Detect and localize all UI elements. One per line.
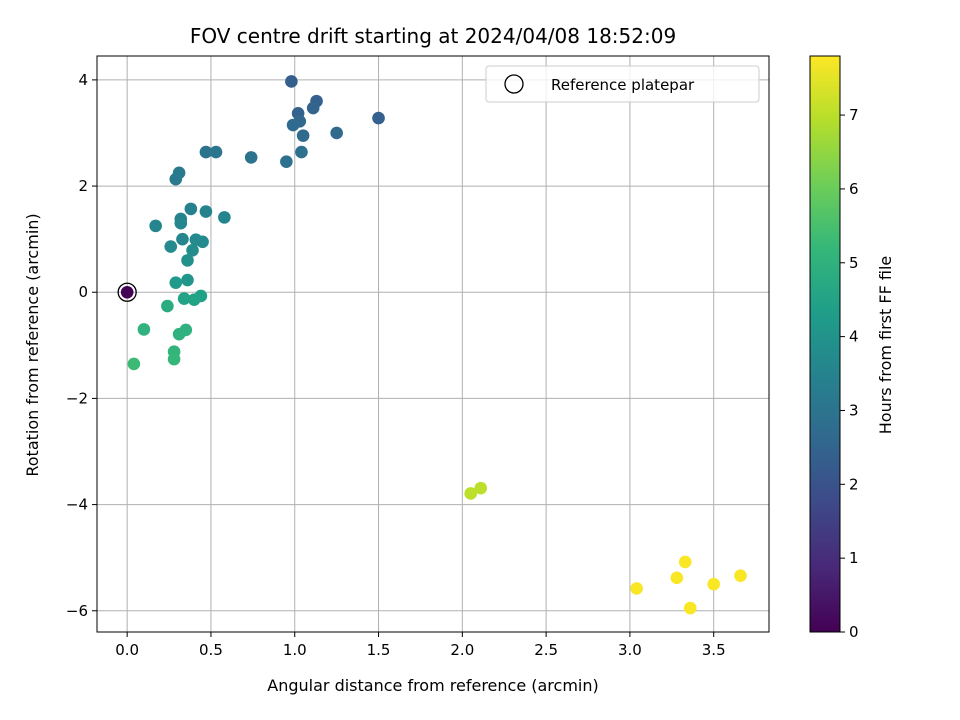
data-point xyxy=(181,273,194,287)
plot-frame xyxy=(96,55,770,633)
data-point xyxy=(464,487,478,500)
y-tick-label: −6 xyxy=(66,602,88,620)
data-point xyxy=(186,244,199,257)
data-point xyxy=(295,145,308,159)
data-point xyxy=(670,571,684,585)
reference-marker xyxy=(117,282,137,302)
legend-open-circle-marker xyxy=(504,74,524,94)
data-point xyxy=(164,240,178,253)
data-point xyxy=(707,577,720,591)
legend-label: Reference platepar xyxy=(551,76,695,94)
y-axis-label: Rotation from reference (arcmin) xyxy=(23,213,42,476)
data-point xyxy=(184,202,198,216)
y-tick-label: −4 xyxy=(66,496,88,514)
x-axis-ticks: 0.0 0.5 1.0 1.5 2.0 2.5 3.0 3.5 xyxy=(115,632,726,659)
colorbar-frame xyxy=(809,55,841,633)
colorbar-tick-label: 2 xyxy=(849,475,859,493)
data-point xyxy=(218,211,231,224)
data-point xyxy=(474,481,488,495)
data-point xyxy=(199,145,213,159)
colorbar-tick-label: 4 xyxy=(849,328,859,346)
data-point xyxy=(296,129,310,142)
data-point xyxy=(169,172,183,186)
x-tick-label: 0.0 xyxy=(115,641,139,659)
data-point xyxy=(683,601,697,615)
x-gridlines xyxy=(126,56,715,632)
data-point xyxy=(187,293,201,306)
data-point xyxy=(209,145,223,159)
colorbar-gradient xyxy=(810,56,840,632)
data-point xyxy=(149,219,162,233)
chart-title: FOV centre drift starting at 2024/04/08 … xyxy=(190,24,676,48)
x-tick-label: 2.5 xyxy=(534,641,558,659)
y-axis-ticks: −6 −4 −2 0 2 4 xyxy=(66,71,97,620)
data-point xyxy=(244,151,258,164)
data-point xyxy=(176,232,189,246)
x-tick-label: 1.0 xyxy=(283,641,307,659)
data-point xyxy=(174,216,188,230)
data-point xyxy=(372,111,385,125)
data-point xyxy=(196,235,209,249)
x-tick-label: 3.5 xyxy=(702,641,726,659)
y-tick-label: 2 xyxy=(78,177,88,195)
colorbar-tick-label: 0 xyxy=(849,623,859,641)
legend: Reference platepar xyxy=(485,65,760,103)
data-point xyxy=(127,357,141,371)
x-tick-label: 0.5 xyxy=(199,641,223,659)
data-point xyxy=(285,75,298,88)
x-tick-label: 1.5 xyxy=(367,641,391,659)
x-tick-label: 2.0 xyxy=(450,641,474,659)
y-tick-label: 0 xyxy=(78,283,88,301)
data-point xyxy=(280,155,293,168)
colorbar-tick-label: 3 xyxy=(849,401,859,419)
x-tick-label: 3.0 xyxy=(618,641,642,659)
data-point xyxy=(678,555,692,569)
colorbar-tick-label: 5 xyxy=(849,254,859,272)
data-point xyxy=(199,205,213,218)
colorbar-ticks: 0 1 2 3 4 5 6 7 xyxy=(840,106,859,641)
data-point xyxy=(177,292,191,305)
reference-platepar-marker xyxy=(117,282,137,302)
y-gridlines xyxy=(97,79,769,612)
data-point xyxy=(172,327,186,341)
data-point xyxy=(169,276,183,289)
colorbar-tick-label: 7 xyxy=(849,106,859,124)
data-point xyxy=(181,254,194,267)
data-point xyxy=(120,285,134,299)
colorbar-tick-label: 1 xyxy=(849,549,859,567)
data-point xyxy=(137,323,151,336)
y-tick-label: 4 xyxy=(78,71,88,89)
data-point xyxy=(306,101,320,115)
colorbar: 0 1 2 3 4 5 6 7 Hours from first FF file xyxy=(809,55,895,641)
data-point xyxy=(734,569,747,583)
data-point xyxy=(167,352,181,366)
data-point xyxy=(161,299,174,313)
data-points xyxy=(120,75,747,615)
data-point xyxy=(286,118,300,132)
y-tick-label: −2 xyxy=(66,389,88,407)
data-point xyxy=(330,126,343,140)
x-axis-label: Angular distance from reference (arcmin) xyxy=(267,676,598,695)
data-point xyxy=(630,582,643,595)
legend-box xyxy=(485,65,760,103)
colorbar-tick-label: 6 xyxy=(849,180,859,198)
colorbar-label: Hours from first FF file xyxy=(876,256,895,435)
